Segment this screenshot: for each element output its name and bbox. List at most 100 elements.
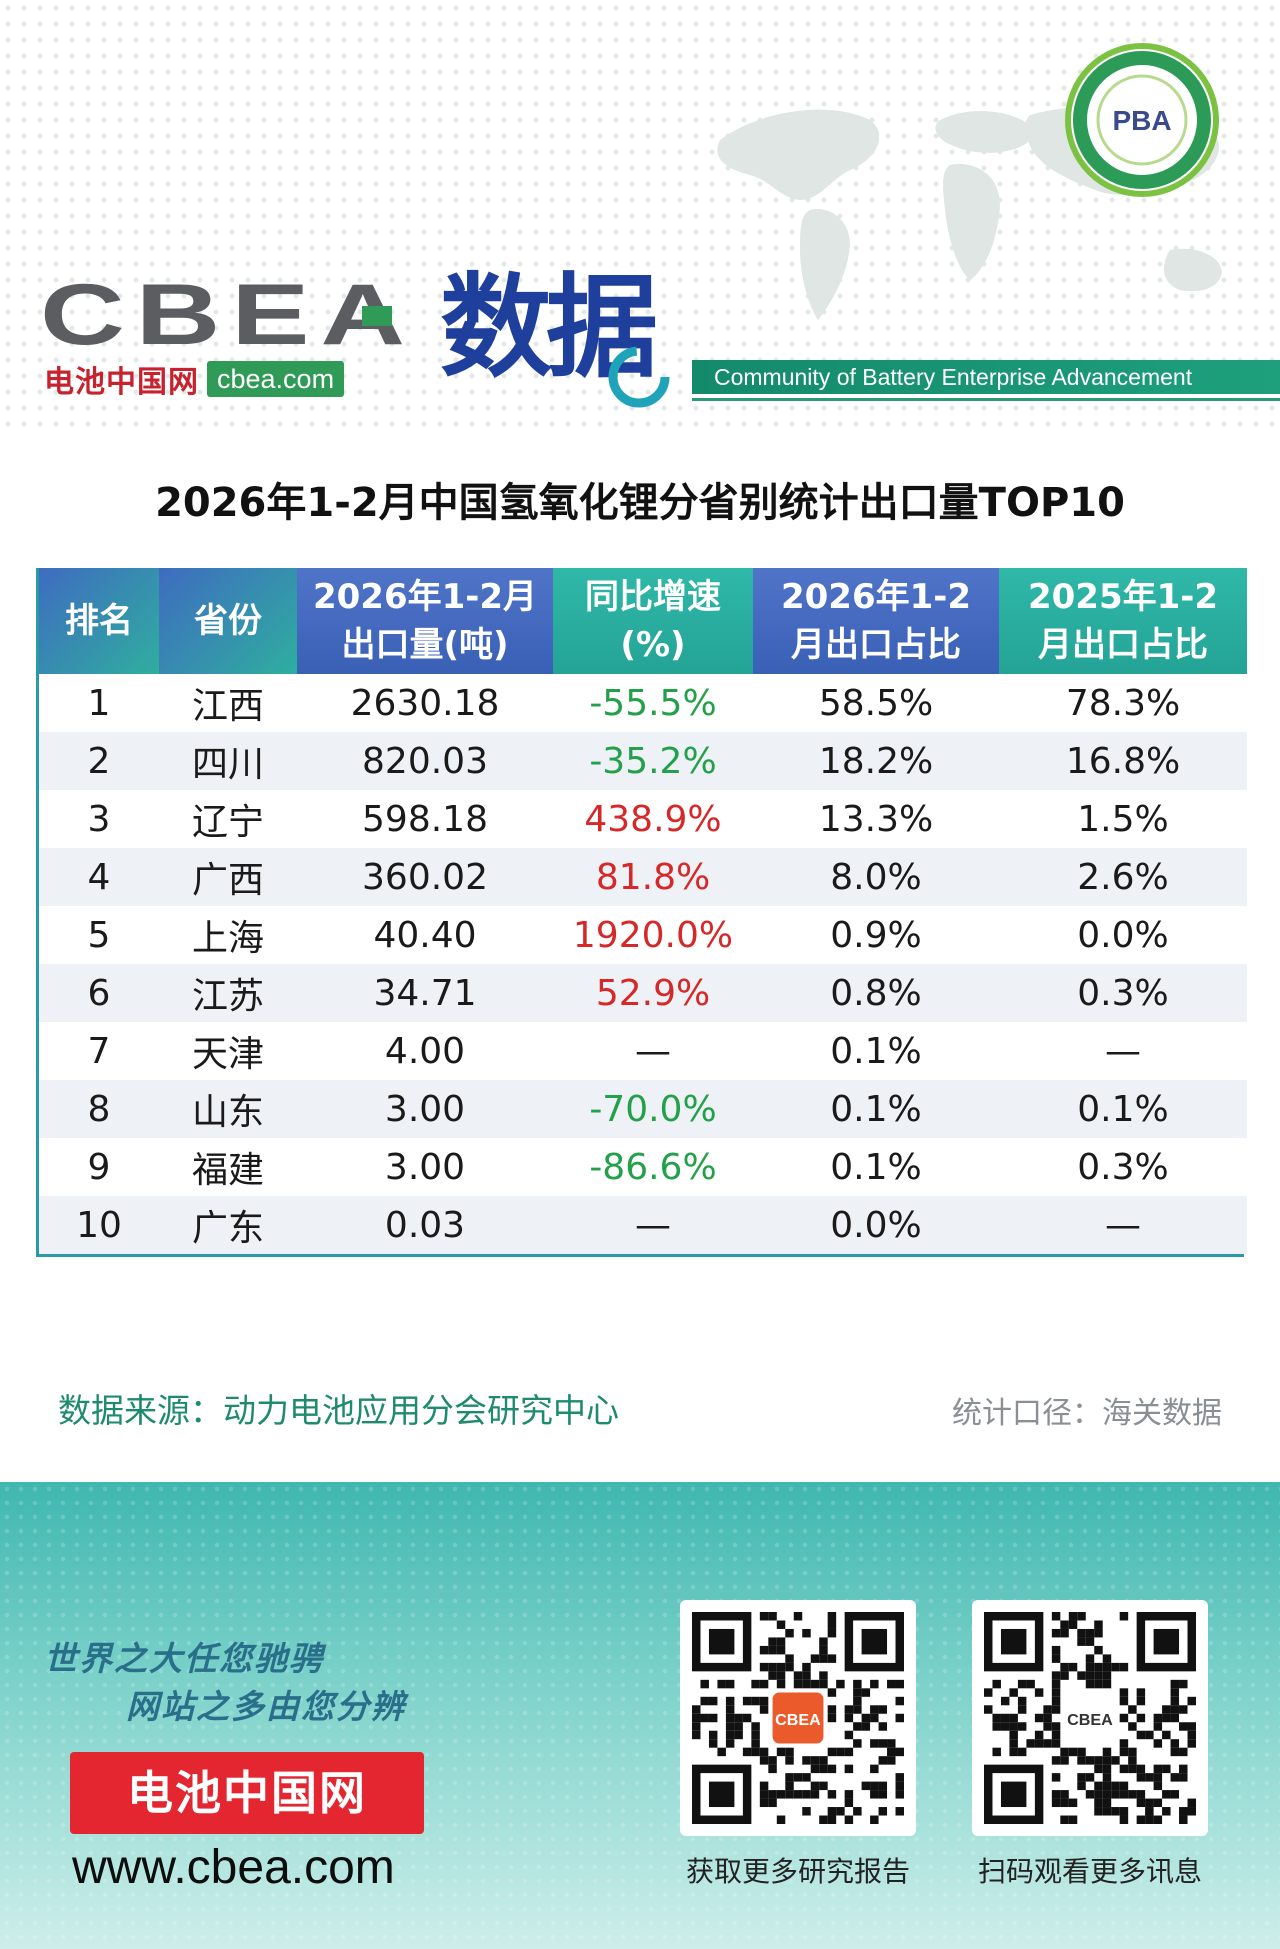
header-volume: 2026年1-2月 出口量(吨) [297, 568, 553, 674]
qr-code-reports[interactable]: CBEA [680, 1600, 916, 1836]
qr-code-news[interactable]: CBEA [972, 1600, 1208, 1836]
table-row: 9 福建 3.00 -86.6% 0.1% 0.3% [39, 1138, 1247, 1196]
pba-seal-text: PBA [1112, 105, 1171, 136]
share-2025-cell: 0.1% [999, 1080, 1247, 1138]
brand-domain-badge: cbea.com [207, 361, 345, 397]
cbea-logo: CBEA [40, 282, 416, 352]
table-body: 1 江西 2630.18 -55.5% 58.5% 78.3% 2 四川 820.03 -35.2… [39, 674, 1247, 1254]
slogan-line-1: 世界之大任您驰骋 [44, 1639, 324, 1678]
header-yoy: 同比增速 (%) [553, 568, 753, 674]
rank-cell: 2 [39, 732, 159, 790]
table-row: 1 江西 2630.18 -55.5% 58.5% 78.3% [39, 674, 1247, 732]
qr-center-label: CBEA [775, 1711, 821, 1729]
yoy-cell: -70.0% [553, 1080, 753, 1138]
share-2025-cell: 78.3% [999, 674, 1247, 732]
qr-center-label: CBEA [1067, 1711, 1113, 1729]
brand-cn-name: 电池中国网 [44, 365, 199, 400]
province-cell: 福建 [159, 1138, 297, 1196]
export-table: 排名 省份 2026年1-2月 出口量(吨) 同比增速 (%) 2026年1-2 月出… [36, 568, 1247, 1257]
table-row: 6 江苏 34.71 52.9% 0.8% 0.3% [39, 964, 1247, 1022]
header-rank: 排名 [39, 568, 159, 674]
yoy-cell: 1920.0% [553, 906, 753, 964]
table-row: 8 山东 3.00 -70.0% 0.1% 0.1% [39, 1080, 1247, 1138]
site-name-badge: 电池中国网 [70, 1752, 424, 1834]
volume-cell: 40.40 [297, 906, 553, 964]
share-2026-cell: 0.9% [753, 906, 999, 964]
rank-cell: 3 [39, 790, 159, 848]
yoy-cell: 81.8% [553, 848, 753, 906]
yoy-cell: -35.2% [553, 732, 753, 790]
province-cell: 上海 [159, 906, 297, 964]
yoy-cell: -55.5% [553, 674, 753, 732]
qr-code-icon: CBEA [692, 1612, 904, 1824]
community-tagline: Community of Battery Enterprise Advancem… [692, 360, 1280, 394]
rank-cell: 9 [39, 1138, 159, 1196]
share-2026-cell: 18.2% [753, 732, 999, 790]
qr-code-icon: CBEA [984, 1612, 1196, 1824]
rank-cell: 7 [39, 1022, 159, 1080]
volume-cell: 598.18 [297, 790, 553, 848]
table-header-row: 排名 省份 2026年1-2月 出口量(吨) 同比增速 (%) 2026年1-2 月出… [39, 568, 1247, 674]
table-row: 10 广东 0.03—0.0% — [39, 1196, 1247, 1254]
yoy-cell: -86.6% [553, 1138, 753, 1196]
table-row: 7 天津 4.00—0.1% — [39, 1022, 1247, 1080]
volume-cell: 4.00 [297, 1022, 553, 1080]
slogan-line-2: 网站之多由您分辨 [126, 1687, 406, 1726]
header-province: 省份 [159, 568, 297, 674]
volume-cell: 820.03 [297, 732, 553, 790]
share-2025-cell: 2.6% [999, 848, 1247, 906]
rank-cell: 8 [39, 1080, 159, 1138]
table-row: 4 广西 360.02 81.8% 8.0% 2.6% [39, 848, 1247, 906]
volume-cell: 34.71 [297, 964, 553, 1022]
qr-caption-news: 扫码观看更多讯息 [977, 1855, 1202, 1888]
share-2025-cell: 0.0% [999, 906, 1247, 964]
share-2026-cell: 0.1% [753, 1080, 999, 1138]
province-cell: 江西 [159, 674, 297, 732]
website-link[interactable]: www.cbea.com [72, 1841, 395, 1894]
province-cell: 山东 [159, 1080, 297, 1138]
share-2025-cell: — [999, 1022, 1247, 1080]
share-2026-cell: 0.1% [753, 1022, 999, 1080]
volume-cell: 360.02 [297, 848, 553, 906]
volume-cell: 2630.18 [297, 674, 553, 732]
share-2025-cell: — [999, 1196, 1247, 1254]
share-2026-cell: 8.0% [753, 848, 999, 906]
header-share-2025: 2025年1-2 月出口占比 [999, 568, 1247, 674]
share-2026-cell: 13.3% [753, 790, 999, 848]
rank-cell: 1 [39, 674, 159, 732]
rank-cell: 6 [39, 964, 159, 1022]
table-row: 2 四川 820.03 -35.2% 18.2% 16.8% [39, 732, 1247, 790]
volume-cell: 3.00 [297, 1080, 553, 1138]
share-2025-cell: 0.3% [999, 1138, 1247, 1196]
share-2026-cell: 0.8% [753, 964, 999, 1022]
section-title-data: 数据 [440, 263, 658, 393]
volume-cell: 0.03 [297, 1196, 553, 1254]
rank-cell: 5 [39, 906, 159, 964]
page-title: 2026年1-2月中国氢氧化锂分省别统计出口量TOP10 [155, 480, 1125, 526]
logo-subline: 电池中国网 cbea.com [44, 360, 345, 400]
header-share-2026: 2026年1-2 月出口占比 [753, 568, 999, 674]
yoy-cell: 52.9% [553, 964, 753, 1022]
share-2025-cell: 16.8% [999, 732, 1247, 790]
cbea-logo-text: CBEA [40, 282, 416, 352]
yoy-cell: — [553, 1022, 753, 1080]
qr-caption-reports: 获取更多研究报告 [685, 1855, 910, 1888]
share-2025-cell: 1.5% [999, 790, 1247, 848]
province-cell: 辽宁 [159, 790, 297, 848]
province-cell: 广东 [159, 1196, 297, 1254]
province-cell: 四川 [159, 732, 297, 790]
tagline-underline [692, 398, 1280, 401]
data-source: 数据来源：动力电池应用分会研究中心 [58, 1391, 619, 1430]
share-2025-cell: 0.3% [999, 964, 1247, 1022]
table-row: 5 上海 40.40 1920.0% 0.9% 0.0% [39, 906, 1247, 964]
rank-cell: 4 [39, 848, 159, 906]
data-ring-icon [608, 346, 670, 408]
statistics-basis: 统计口径：海关数据 [952, 1396, 1222, 1431]
province-cell: 天津 [159, 1022, 297, 1080]
rank-cell: 10 [39, 1196, 159, 1254]
share-2026-cell: 0.0% [753, 1196, 999, 1254]
table-row: 3 辽宁 598.18 438.9% 13.3% 1.5% [39, 790, 1247, 848]
province-cell: 广西 [159, 848, 297, 906]
yoy-cell: — [553, 1196, 753, 1254]
